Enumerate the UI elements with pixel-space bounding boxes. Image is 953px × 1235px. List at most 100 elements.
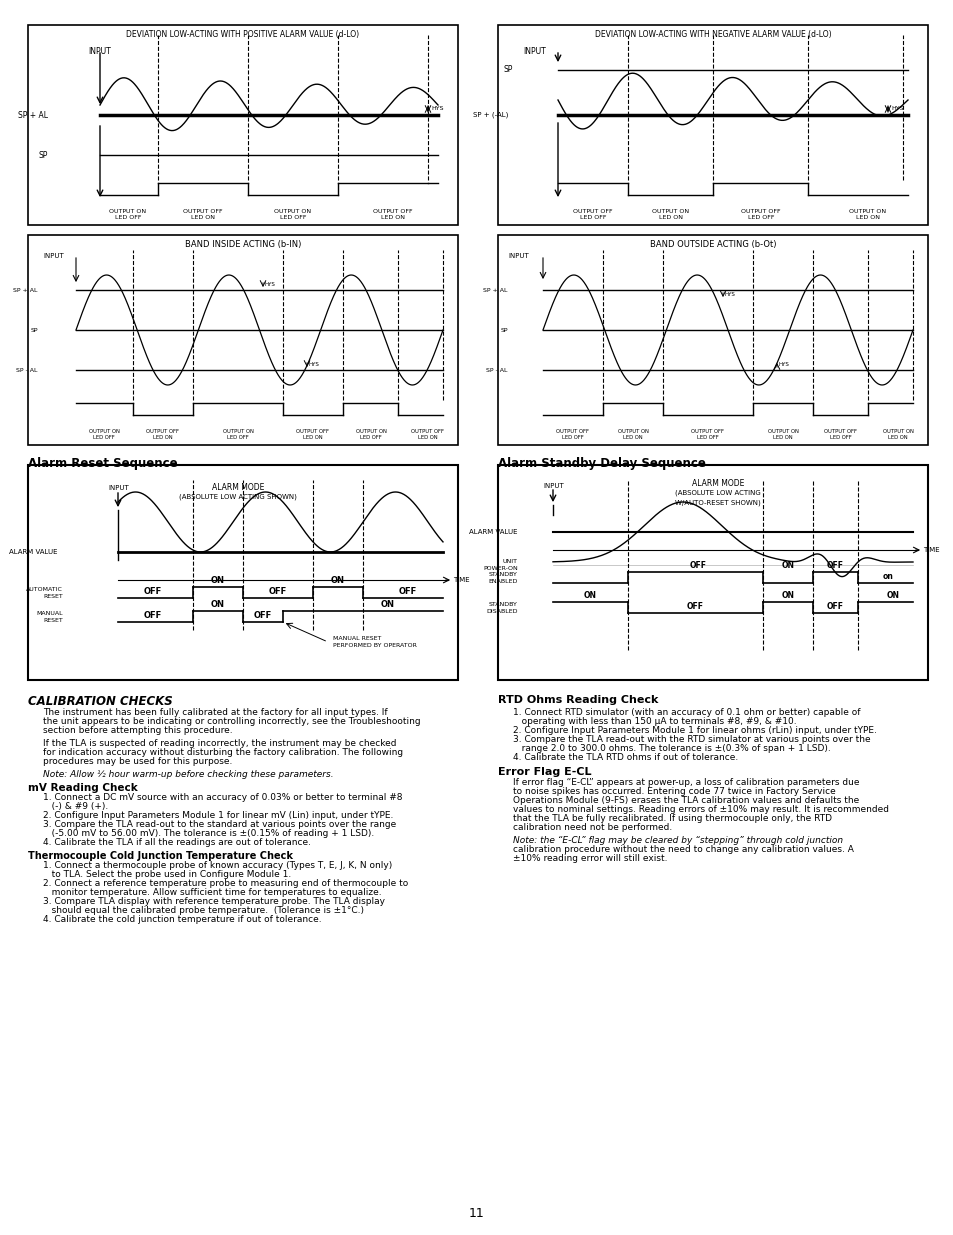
Text: OUTPUT ON
LED OFF: OUTPUT ON LED OFF	[222, 430, 253, 440]
Text: OUTPUT OFF
LED ON: OUTPUT OFF LED ON	[411, 430, 444, 440]
Text: SP + AL: SP + AL	[18, 110, 48, 120]
Text: SP: SP	[38, 151, 48, 159]
Text: OUTPUT OFF
LED OFF: OUTPUT OFF LED OFF	[691, 430, 723, 440]
Text: 2. Configure Input Parameters Module 1 for linear ohms (rLin) input, under tYPE.: 2. Configure Input Parameters Module 1 f…	[513, 726, 876, 735]
Text: 4. Calibrate the TLA if all the readings are out of tolerance.: 4. Calibrate the TLA if all the readings…	[43, 839, 311, 847]
Text: OUTPUT OFF
LED ON: OUTPUT OFF LED ON	[296, 430, 329, 440]
Text: HYS: HYS	[431, 106, 443, 111]
Text: 3. Compare the TLA read-out with the RTD simulator at various points over the: 3. Compare the TLA read-out with the RTD…	[513, 735, 870, 743]
Text: SP: SP	[30, 327, 38, 332]
Text: INPUT: INPUT	[522, 47, 545, 56]
Text: Thermocouple Cold Junction Temperature Check: Thermocouple Cold Junction Temperature C…	[28, 851, 293, 861]
Text: 2. Connect a reference temperature probe to measuring end of thermocouple to: 2. Connect a reference temperature probe…	[43, 879, 408, 888]
Text: range 2.0 to 300.0 ohms. The tolerance is ±(0.3% of span + 1 LSD).: range 2.0 to 300.0 ohms. The tolerance i…	[513, 743, 830, 753]
Text: OUTPUT OFF
LED ON: OUTPUT OFF LED ON	[373, 209, 413, 220]
Text: W/AUTO-RESET SHOWN): W/AUTO-RESET SHOWN)	[675, 499, 760, 505]
Text: ALARM VALUE: ALARM VALUE	[469, 529, 517, 535]
Text: BAND OUTSIDE ACTING (b-Ot): BAND OUTSIDE ACTING (b-Ot)	[649, 240, 776, 249]
Text: STANDBY
DISABLED: STANDBY DISABLED	[486, 603, 517, 614]
Text: DEVIATION LOW-ACTING WITH POSITIVE ALARM VALUE (d-LO): DEVIATION LOW-ACTING WITH POSITIVE ALARM…	[127, 30, 359, 40]
Text: HYS: HYS	[265, 283, 275, 288]
Text: OFF: OFF	[689, 561, 706, 571]
Text: section before attempting this procedure.: section before attempting this procedure…	[43, 726, 233, 735]
Text: to TLA. Select the probe used in Configure Module 1.: to TLA. Select the probe used in Configu…	[43, 869, 291, 879]
Text: (ABSOLUTE LOW ACTING: (ABSOLUTE LOW ACTING	[675, 489, 760, 495]
Text: INPUT: INPUT	[108, 485, 129, 492]
Text: SP + AL: SP + AL	[483, 288, 507, 293]
Text: Alarm Standby Delay Sequence: Alarm Standby Delay Sequence	[497, 457, 705, 471]
Text: AUTOMATIC
RESET: AUTOMATIC RESET	[26, 588, 63, 599]
Text: 1. Connect RTD simulator (with an accuracy of 0.1 ohm or better) capable of: 1. Connect RTD simulator (with an accura…	[513, 708, 860, 718]
Text: SP: SP	[500, 327, 507, 332]
Text: calibration need not be performed.: calibration need not be performed.	[513, 823, 672, 832]
Text: OFF: OFF	[144, 611, 162, 620]
Text: Note: Allow ½ hour warm-up before checking these parameters.: Note: Allow ½ hour warm-up before checki…	[43, 769, 334, 779]
Text: HYS: HYS	[309, 363, 319, 368]
Text: (ABSOLUTE LOW ACTING SHOWN): (ABSOLUTE LOW ACTING SHOWN)	[179, 493, 296, 499]
Bar	[497, 466, 927, 680]
Text: ON: ON	[583, 592, 596, 600]
Text: OUTPUT OFF
LED ON: OUTPUT OFF LED ON	[183, 209, 223, 220]
Text: HYS: HYS	[724, 293, 735, 298]
Text: OUTPUT OFF
LED OFF: OUTPUT OFF LED OFF	[556, 430, 589, 440]
Text: The instrument has been fully calibrated at the factory for all input types. If: The instrument has been fully calibrated…	[43, 708, 387, 718]
Text: BAND INSIDE ACTING (b-IN): BAND INSIDE ACTING (b-IN)	[185, 240, 301, 249]
Text: mV Reading Check: mV Reading Check	[28, 783, 137, 793]
Text: 3. Compare the TLA read-out to the standard at various points over the range: 3. Compare the TLA read-out to the stand…	[43, 820, 395, 829]
Text: that the TLA be fully recalibrated. If using thermocouple only, the RTD: that the TLA be fully recalibrated. If u…	[513, 814, 831, 823]
Text: OUTPUT ON
LED ON: OUTPUT ON LED ON	[882, 430, 912, 440]
Text: MANUAL RESET
PERFORMED BY OPERATOR: MANUAL RESET PERFORMED BY OPERATOR	[333, 636, 416, 647]
Text: TIME: TIME	[923, 547, 939, 553]
Text: INPUT: INPUT	[43, 253, 64, 259]
Bar	[28, 235, 457, 445]
Text: should equal the calibrated probe temperature.  (Tolerance is ±1°C.): should equal the calibrated probe temper…	[43, 906, 364, 915]
Text: OUTPUT ON
LED OFF: OUTPUT ON LED OFF	[89, 430, 119, 440]
Text: OUTPUT ON
LED ON: OUTPUT ON LED ON	[848, 209, 885, 220]
Text: RTD Ohms Reading Check: RTD Ohms Reading Check	[497, 695, 658, 705]
Text: (-) & #9 (+).: (-) & #9 (+).	[43, 802, 108, 811]
Text: OUTPUT ON
LED ON: OUTPUT ON LED ON	[617, 430, 648, 440]
Text: INPUT: INPUT	[542, 483, 563, 489]
Text: ON: ON	[781, 561, 794, 571]
Text: OFF: OFF	[269, 587, 287, 597]
Text: STANDBY
ENABLED: STANDBY ENABLED	[488, 572, 517, 584]
Text: 4. Calibrate the TLA RTD ohms if out of tolerance.: 4. Calibrate the TLA RTD ohms if out of …	[513, 753, 738, 762]
Text: ±10% reading error will still exist.: ±10% reading error will still exist.	[513, 853, 667, 863]
Text: OUTPUT OFF
LED ON: OUTPUT OFF LED ON	[147, 430, 179, 440]
Text: INPUT: INPUT	[507, 253, 528, 259]
Bar	[28, 25, 457, 225]
Text: TIME: TIME	[453, 577, 469, 583]
Text: for indication accuracy without disturbing the factory calibration. The followin: for indication accuracy without disturbi…	[43, 748, 403, 757]
Text: Operations Module (9-FS) erases the TLA calibration values and defaults the: Operations Module (9-FS) erases the TLA …	[513, 797, 859, 805]
Text: monitor temperature. Allow sufficient time for temperatures to equalize.: monitor temperature. Allow sufficient ti…	[43, 888, 381, 897]
Bar	[28, 466, 457, 680]
Text: ON: ON	[781, 592, 794, 600]
Text: OFF: OFF	[825, 601, 842, 611]
Text: HYS: HYS	[779, 363, 789, 368]
Text: OUTPUT OFF
LED OFF: OUTPUT OFF LED OFF	[740, 209, 780, 220]
Text: OFF: OFF	[686, 601, 702, 611]
Text: OFF: OFF	[825, 561, 842, 571]
Text: DEVIATION LOW-ACTING WITH NEGATIVE ALARM VALUE (d-LO): DEVIATION LOW-ACTING WITH NEGATIVE ALARM…	[594, 30, 830, 40]
Text: OUTPUT OFF
LED OFF: OUTPUT OFF LED OFF	[823, 430, 857, 440]
Text: operating with less than 150 μA to terminals #8, #9, & #10.: operating with less than 150 μA to termi…	[513, 718, 796, 726]
Text: procedures may be used for this purpose.: procedures may be used for this purpose.	[43, 757, 233, 766]
Text: the unit appears to be indicating or controlling incorrectly, see the Troublesho: the unit appears to be indicating or con…	[43, 718, 420, 726]
Text: on: on	[882, 572, 893, 580]
Text: MANUAL
RESET: MANUAL RESET	[36, 611, 63, 622]
Text: ALARM MODE: ALARM MODE	[212, 483, 264, 492]
Text: 1. Connect a thermocouple probe of known accuracy (Types T, E, J, K, N only): 1. Connect a thermocouple probe of known…	[43, 861, 392, 869]
Text: If the TLA is suspected of reading incorrectly, the instrument may be checked: If the TLA is suspected of reading incor…	[43, 739, 396, 748]
Text: calibration procedure without the need to change any calibration values. A: calibration procedure without the need t…	[513, 845, 853, 853]
Text: (-5.00 mV to 56.00 mV). The tolerance is ±(0.15% of reading + 1 LSD).: (-5.00 mV to 56.00 mV). The tolerance is…	[43, 829, 374, 839]
Text: INPUT: INPUT	[88, 47, 111, 56]
Text: OFF: OFF	[253, 611, 272, 620]
Bar	[497, 235, 927, 445]
Text: Alarm Reset Sequence: Alarm Reset Sequence	[28, 457, 177, 471]
Text: 4. Calibrate the cold junction temperature if out of tolerance.: 4. Calibrate the cold junction temperatu…	[43, 915, 321, 924]
Text: ON: ON	[885, 592, 899, 600]
Text: SP + AL: SP + AL	[13, 288, 38, 293]
Text: SP - AL: SP - AL	[16, 368, 38, 373]
Text: OUTPUT OFF
LED OFF: OUTPUT OFF LED OFF	[573, 209, 612, 220]
Bar	[497, 25, 927, 225]
